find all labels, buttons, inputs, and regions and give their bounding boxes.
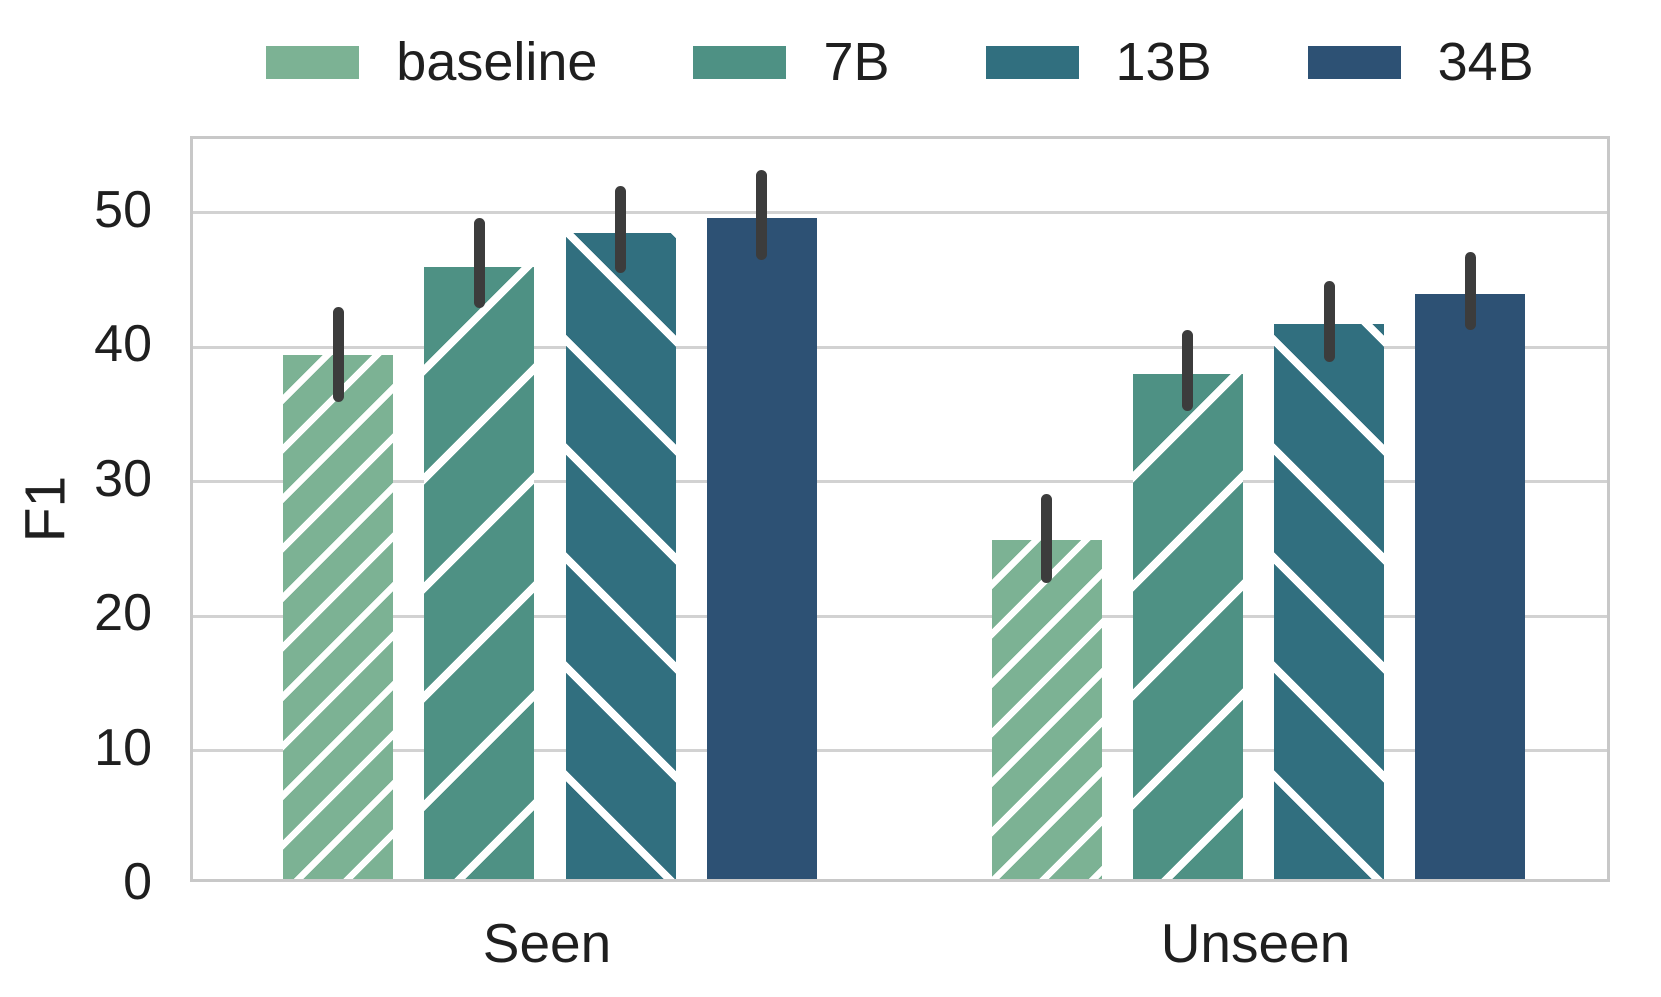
bar-13B-unseen: [1274, 324, 1385, 879]
bar-7B-unseen: [1132, 374, 1243, 879]
y-tick-label-50: 50: [94, 180, 152, 239]
y-tick-label-30: 30: [94, 449, 152, 508]
error-bar-13B-seen: [615, 186, 627, 274]
error-bar-baseline-seen: [332, 307, 344, 403]
legend-label-34b: 34B: [1437, 32, 1534, 92]
bar-13B-seen: [565, 233, 676, 879]
error-bar-baseline-unseen: [1041, 493, 1053, 583]
bar-baseline-seen: [283, 355, 394, 879]
bar-baseline-unseen: [991, 539, 1102, 879]
gridline-y-20: [193, 614, 1607, 618]
gridline-y-10: [193, 749, 1607, 753]
y-axis-label: F1: [13, 475, 78, 543]
y-tick-label-10: 10: [94, 718, 152, 777]
bar-7B-seen: [424, 266, 535, 879]
gridline-y-40: [193, 345, 1607, 349]
legend: baseline 7B 13B 34B: [190, 26, 1610, 98]
gridline-y-30: [193, 480, 1607, 484]
error-bar-7B-seen: [473, 218, 485, 309]
error-bar-34B-unseen: [1464, 251, 1476, 330]
plot-area: [190, 136, 1610, 882]
bar-34B-seen: [706, 218, 817, 879]
bar-34B-unseen: [1415, 293, 1526, 879]
y-tick-label-20: 20: [94, 584, 152, 643]
y-tick-label-0: 0: [123, 853, 152, 911]
legend-item-34b: 34B: [1307, 32, 1534, 92]
legend-label-13b: 13B: [1115, 32, 1212, 92]
legend-swatch-34b: [1307, 45, 1401, 79]
gridline-y-50: [193, 211, 1607, 215]
legend-label-7b: 7B: [823, 32, 890, 92]
legend-swatch-13b: [985, 45, 1079, 79]
legend-item-13b: 13B: [985, 32, 1212, 92]
legend-swatch-baseline: [266, 45, 360, 79]
x-category-label-seen: Seen: [482, 912, 612, 974]
y-tick-label-40: 40: [94, 315, 152, 374]
error-bar-13B-unseen: [1323, 281, 1335, 363]
error-bar-7B-unseen: [1182, 329, 1194, 411]
legend-item-baseline: baseline: [266, 35, 597, 89]
legend-label-baseline: baseline: [396, 32, 598, 92]
legend-swatch-7b: [693, 45, 787, 79]
error-bar-34B-seen: [756, 169, 768, 260]
x-category-label-unseen: Unseen: [1160, 912, 1351, 974]
legend-item-7b: 7B: [693, 32, 890, 92]
